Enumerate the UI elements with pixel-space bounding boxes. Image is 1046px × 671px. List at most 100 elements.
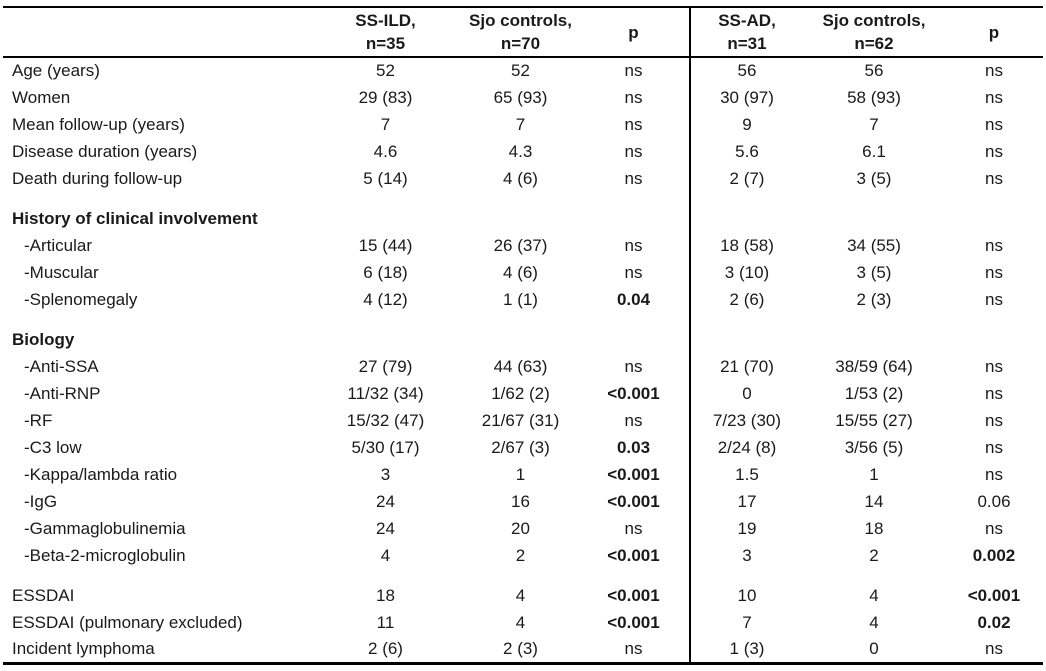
table-cell: ns [985, 518, 1003, 538]
table-cell: <0.001 [607, 491, 660, 511]
table-cell [689, 569, 803, 582]
table-cell: 58 (93) [847, 87, 901, 107]
section-row: Biology [3, 326, 1043, 353]
table-cell: 0.04 [616, 289, 651, 309]
table-cell: 4 [869, 585, 879, 605]
table-cell [308, 192, 463, 205]
spacer-row [3, 569, 1043, 582]
table-cell: ns [624, 356, 643, 376]
table-cell: 4.6 [373, 141, 398, 161]
table-cell: ns [624, 141, 643, 161]
table-cell [803, 205, 945, 232]
table-row: -IgG 24 16 <0.001 17 14 0.06 [3, 488, 1043, 515]
table-cell [945, 205, 1043, 232]
table-cell: 24 [376, 518, 395, 538]
row-label: -RF [24, 410, 53, 430]
table-cell [463, 192, 578, 205]
table-cell: 2 (7) [689, 165, 803, 192]
table-cell: 0.03 [616, 437, 651, 457]
header-group-n: n=31 [727, 34, 767, 53]
header-group-name: Sjo controls, [822, 11, 926, 30]
table-cell: 1 (1) [503, 289, 538, 309]
row-label: Incident lymphoma [12, 638, 155, 658]
table-cell [578, 326, 690, 353]
table-cell [945, 313, 1043, 326]
row-label [3, 569, 308, 582]
table-row: Disease duration (years) 4.6 4.3 ns 5.6 6.1 ns [3, 138, 1043, 165]
table-row: ESSDAI 18 4 <0.001 10 4 <0.001 [3, 582, 1043, 609]
table-cell: ns [985, 464, 1003, 484]
header-group-name: SS-ILD, [355, 11, 416, 30]
section-title: Biology [12, 329, 75, 349]
table-cell: ns [624, 61, 643, 80]
row-label: -C3 low [24, 437, 82, 457]
header-p-right: p [988, 22, 1000, 42]
table-cell [803, 192, 945, 205]
table-cell: 24 [376, 491, 395, 511]
table-cell: ns [624, 87, 643, 107]
row-label: -Gammaglobulinemia [24, 518, 186, 538]
table-cell: <0.001 [607, 464, 660, 484]
table-cell [463, 326, 578, 353]
row-label: -Muscular [24, 262, 99, 282]
header-group-n: n=35 [365, 34, 406, 53]
table-cell: <0.001 [607, 612, 660, 632]
table-cell: 44 (63) [493, 356, 548, 376]
table-cell: ns [985, 410, 1003, 430]
table-cell: 0 [689, 380, 803, 407]
row-label: Disease duration (years) [12, 141, 198, 161]
table-cell: 7 [380, 114, 391, 134]
table-cell [945, 326, 1043, 353]
table-cell: 3 (5) [856, 262, 892, 282]
table-cell: 7 [689, 609, 803, 636]
table-cell: 1/53 (2) [844, 383, 904, 403]
table-cell [689, 313, 803, 326]
table-cell: 34 (55) [847, 235, 901, 255]
table-cell: ns [985, 168, 1003, 188]
table-cell: ns [624, 235, 643, 255]
table-cell: ns [624, 410, 643, 430]
row-label: Death during follow-up [12, 168, 183, 188]
table-row: -Muscular 6 (18) 4 (6) ns 3 (10) 3 (5) ns [3, 259, 1043, 286]
table-cell: 7/23 (30) [689, 407, 803, 434]
table-cell: 4 (6) [503, 168, 538, 188]
table-cell [308, 313, 463, 326]
table-cell: ns [985, 289, 1003, 309]
table-cell: 65 (93) [493, 87, 548, 107]
table-cell: 15/55 (27) [835, 410, 913, 430]
table-cell: 16 [511, 491, 530, 511]
table-cell [803, 313, 945, 326]
table-row: -C3 low 5/30 (17) 2/67 (3) 0.03 2/24 (8) 3/56… [3, 434, 1043, 461]
table-row: -Splenomegaly 4 (12) 1 (1) 0.04 2 (6) 2 (3) ns [3, 286, 1043, 313]
table-cell: 5/30 (17) [351, 437, 420, 457]
row-label: -IgG [24, 491, 58, 511]
table-cell: 9 [689, 111, 803, 138]
table-cell: 2 [869, 545, 879, 565]
spacer-row [3, 192, 1043, 205]
table-cell: 5.6 [689, 138, 803, 165]
table-cell: 19 [689, 515, 803, 542]
table-row: Women 29 (83) 65 (93) ns 30 (97) 58 (93) ns [3, 84, 1043, 111]
table-cell [578, 205, 690, 232]
table-row: Incident lymphoma 2 (6) 2 (3) ns 1 (3) 0 ns [3, 636, 1043, 663]
table-cell: 15 (44) [358, 235, 413, 255]
table-cell: 4 [515, 612, 526, 632]
table-cell: 52 [376, 61, 395, 80]
table-cell: ns [985, 141, 1003, 161]
table-cell [463, 205, 578, 232]
row-label: -Kappa/lambda ratio [24, 464, 178, 484]
table-row: Death during follow-up 5 (14) 4 (6) ns 2 (7)… [3, 165, 1043, 192]
table-cell: <0.001 [607, 545, 660, 565]
spacer-row [3, 313, 1043, 326]
table-row: -Gammaglobulinemia 24 20 ns 19 18 ns [3, 515, 1043, 542]
table-cell: 56 [864, 61, 884, 80]
table-cell: 27 (79) [358, 356, 413, 376]
table-cell: 6 (18) [363, 262, 408, 282]
header-group-n: n=70 [500, 34, 541, 53]
table-cell: 21 (70) [689, 353, 803, 380]
table-row: -Articular 15 (44) 26 (37) ns 18 (58) 34 (55)… [3, 232, 1043, 259]
table-row: -Anti-RNP 11/32 (34) 1/62 (2) <0.001 0 1/53 (… [3, 380, 1043, 407]
section-row: History of clinical involvement [3, 205, 1043, 232]
table-cell: ns [985, 356, 1003, 376]
